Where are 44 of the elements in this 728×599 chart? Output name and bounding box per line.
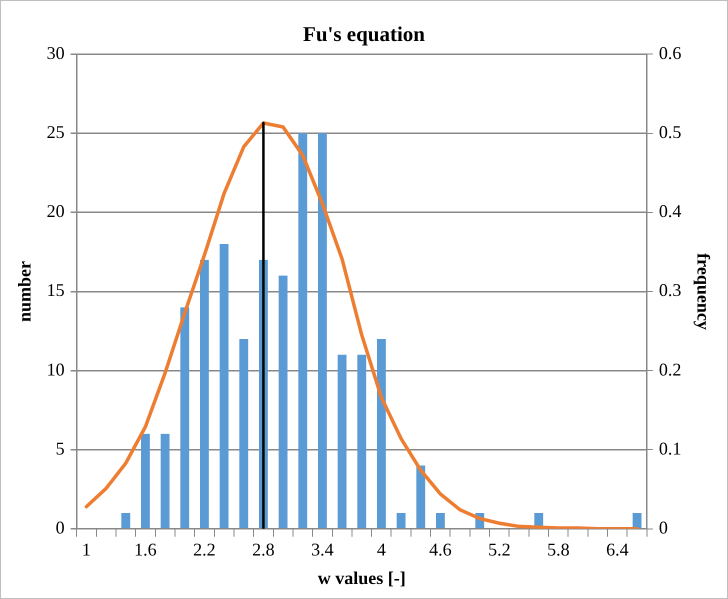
- bar: [436, 512, 445, 528]
- x-axis-title: w values [-]: [318, 568, 406, 588]
- y-tick-label: 20: [46, 201, 65, 222]
- x-tick-label: 2.2: [193, 539, 216, 560]
- x-tick-label: 5.8: [547, 539, 570, 560]
- y-tick-label: 5: [56, 438, 65, 458]
- x-tick-label: 4: [376, 539, 386, 560]
- bar: [141, 434, 150, 528]
- bar: [318, 133, 327, 528]
- bar: [180, 307, 190, 528]
- y2-tick-label: 0: [658, 518, 668, 538]
- y2-axis-title: frequency: [694, 253, 714, 330]
- x-tick-label: 1.6: [134, 539, 157, 560]
- y-tick-label: 15: [46, 280, 65, 300]
- bar: [298, 133, 308, 528]
- x-tick-label: 2.8: [252, 539, 275, 560]
- y-tick-label: 25: [46, 122, 65, 142]
- x-tick-label: 5.2: [488, 539, 511, 560]
- y-tick-label: 0: [56, 518, 65, 538]
- y-tick-label: 30: [46, 42, 65, 63]
- bar: [338, 354, 347, 528]
- bar: [396, 512, 406, 528]
- bar: [220, 244, 229, 528]
- bar: [376, 338, 386, 528]
- x-tick-label: 3.4: [311, 539, 334, 560]
- y2-tick-label: 0.6: [658, 42, 682, 63]
- y2-tick-label: 0.3: [658, 280, 682, 300]
- bar: [121, 512, 130, 528]
- bar: [200, 260, 209, 528]
- y2-tick-label: 0.4: [658, 201, 682, 222]
- y2-tick-label: 0.1: [658, 438, 682, 458]
- x-tick-label: 6.4: [606, 539, 629, 560]
- bar: [239, 338, 248, 528]
- y-axis-title: number: [14, 260, 34, 322]
- bar: [357, 354, 366, 528]
- y2-tick-label: 0.2: [658, 359, 682, 380]
- y-tick-label: 10: [46, 359, 65, 380]
- bar: [160, 434, 170, 528]
- y2-tick-label: 0.5: [658, 122, 682, 142]
- bar: [278, 276, 288, 528]
- x-tick-label: 4.6: [429, 539, 452, 560]
- chart-title: Fu's equation: [303, 22, 426, 46]
- bar: [632, 512, 642, 528]
- x-tick-label: 1: [82, 539, 91, 560]
